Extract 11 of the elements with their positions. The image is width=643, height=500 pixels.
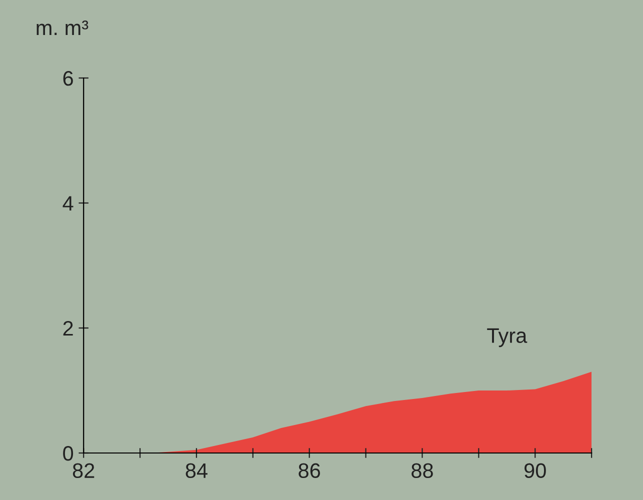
y-tick-label: 6	[63, 71, 73, 86]
x-tick-label: 88	[412, 463, 433, 478]
y-tick-label: 4	[62, 196, 74, 211]
text: Tyra	[487, 328, 528, 348]
x-tick-label: 90	[524, 463, 546, 478]
x-tick-label: 84	[186, 463, 208, 478]
y-tick-label: 2	[63, 321, 73, 336]
x-tick-label: 82	[72, 463, 94, 478]
x-tick-label: 86	[298, 463, 320, 478]
y-tick-label: 0	[63, 446, 74, 461]
y-axis-title: m. m³	[36, 20, 88, 35]
